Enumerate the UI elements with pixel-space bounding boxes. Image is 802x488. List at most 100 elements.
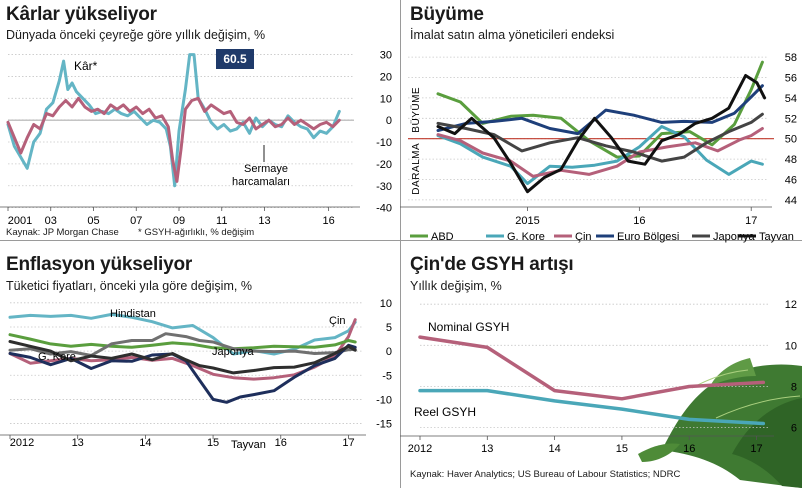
x-tick-label: 17 bbox=[745, 215, 757, 227]
panel1-subtitle: Dünyada önceki çeyreğe göre yıllık değiş… bbox=[6, 28, 266, 42]
y-tick-label: 52 bbox=[785, 113, 797, 125]
panel1-note: * GSYH-ağırlıklı, % değişim bbox=[138, 227, 255, 238]
x-tick-label: 16 bbox=[275, 437, 287, 449]
y-tick-label: -5 bbox=[382, 370, 392, 382]
pmi-series-2 bbox=[436, 127, 764, 178]
panel1-source: Kaynak: JP Morgan Chase bbox=[6, 227, 119, 238]
gdp-chart: 12 10 8 6 2012 13 14 15 16 17 Nominal GSYH Reel GSY… bbox=[400, 299, 797, 455]
buyume-side-label: BÜYÜME bbox=[410, 87, 422, 133]
y-tick-label: 20 bbox=[380, 71, 392, 83]
x-tick-label: 13 bbox=[72, 437, 84, 449]
pmi-chart: 58 56 54 52 50 48 46 44 2015 16 17 BÜYÜME DARALMA ABD… bbox=[400, 52, 797, 243]
y-tick-label: 48 bbox=[785, 154, 797, 166]
y-tick-label: -10 bbox=[376, 394, 392, 406]
y-tick-label: 10 bbox=[380, 93, 392, 105]
inflation-series-2 bbox=[8, 333, 357, 351]
legend-label-2: Çin bbox=[575, 231, 592, 243]
y-tick-label: -15 bbox=[376, 419, 392, 431]
y-tick-label: 50 bbox=[785, 134, 797, 146]
x-tick-label: 14 bbox=[548, 443, 560, 455]
inflation-chart: 10 5 0 -5 -10 -15 2012 13 14 15 16 17 Hindistan G. Ko… bbox=[0, 298, 392, 451]
y-tick-label: 10 bbox=[380, 298, 392, 310]
y-tick-label: 44 bbox=[785, 195, 797, 207]
reel-label: Reel GSYH bbox=[414, 405, 476, 419]
panel3-subtitle: Tüketici fiyatları, önceki yıla göre değ… bbox=[6, 279, 252, 293]
x-tick-label: 11 bbox=[216, 215, 227, 227]
callout-value: 60.5 bbox=[223, 52, 247, 66]
x-tick-label: 03 bbox=[45, 215, 57, 227]
y-tick-label: 0 bbox=[386, 115, 392, 127]
x-tick-label: 14 bbox=[139, 437, 151, 449]
panel4-source: Kaynak: Haver Analytics; US Bureau of La… bbox=[410, 469, 681, 480]
y-tick-label: 5 bbox=[386, 322, 392, 334]
legend-label-4: Japonya bbox=[713, 231, 755, 243]
x-tick-label: 17 bbox=[342, 437, 354, 449]
x-tick-label: 2012 bbox=[408, 443, 432, 455]
y-tick-label: 12 bbox=[785, 299, 797, 311]
legend-label-0: ABD bbox=[431, 231, 454, 243]
vertical-divider bbox=[400, 0, 401, 488]
legend-label-3: Euro Bölgesi bbox=[617, 231, 679, 243]
y-tick-label: 10 bbox=[785, 340, 797, 352]
cin-label: Çin bbox=[329, 315, 346, 327]
y-tick-label: 56 bbox=[785, 73, 797, 85]
profits-series-1 bbox=[6, 96, 341, 183]
y-tick-label: 30 bbox=[380, 50, 392, 62]
gdp-series-1 bbox=[418, 388, 766, 426]
x-tick-label: 13 bbox=[481, 443, 493, 455]
x-tick-label: 2015 bbox=[515, 215, 539, 227]
y-tick-label: -20 bbox=[376, 159, 392, 171]
legend-label-1: G. Kore bbox=[507, 231, 545, 243]
x-tick-label: 09 bbox=[173, 215, 185, 227]
sermaye-label-2: harcamaları bbox=[232, 176, 290, 188]
x-tick-label: 05 bbox=[87, 215, 99, 227]
leaf-illustration bbox=[638, 358, 802, 488]
y-tick-label: -30 bbox=[376, 181, 392, 193]
pmi-series-3 bbox=[436, 84, 764, 136]
gkore-label: G. Kore bbox=[38, 351, 76, 363]
panel4-title: Çin'de GSYH artışı bbox=[410, 254, 574, 275]
x-tick-label: 16 bbox=[683, 443, 695, 455]
x-tick-label: 16 bbox=[323, 215, 335, 227]
gdp-series-0 bbox=[418, 335, 766, 401]
panel2-subtitle: İmalat satın alma yöneticileri endeksi bbox=[410, 28, 615, 42]
x-tick-label: 2001 bbox=[8, 215, 32, 227]
tayvan-label: Tayvan bbox=[231, 439, 266, 451]
inflation-series-0 bbox=[8, 312, 357, 356]
y-tick-label: 58 bbox=[785, 52, 797, 64]
x-tick-label: 16 bbox=[633, 215, 645, 227]
x-tick-label: 07 bbox=[130, 215, 142, 227]
inflation-series-3 bbox=[8, 332, 357, 357]
y-tick-label: 6 bbox=[791, 423, 797, 435]
panel2-title: Büyüme bbox=[410, 4, 484, 25]
x-tick-label: 13 bbox=[258, 215, 270, 227]
y-tick-label: -40 bbox=[376, 203, 392, 215]
legend-label-5: Tayvan bbox=[759, 231, 794, 243]
panel1-title: Kârlar yükseliyor bbox=[6, 4, 157, 25]
y-tick-label: 0 bbox=[386, 346, 392, 358]
pmi-series-5 bbox=[436, 74, 767, 194]
inflation-series-1 bbox=[8, 318, 357, 381]
x-tick-label: 2012 bbox=[10, 437, 34, 449]
daralma-side-label: DARALMA bbox=[411, 143, 422, 195]
inflation-series-4 bbox=[8, 343, 357, 404]
x-tick-label: 15 bbox=[616, 443, 628, 455]
panel4-subtitle: Yıllık değişim, % bbox=[410, 279, 502, 293]
profits-chart: 30 20 10 0 -10 -20 -30 -40 2001 03 05 07 09 11 13 16 Kâr… bbox=[0, 49, 392, 227]
nominal-label: Nominal GSYH bbox=[428, 320, 509, 334]
kar-label: Kâr* bbox=[74, 59, 98, 73]
horizontal-divider bbox=[0, 240, 802, 241]
y-tick-label: 54 bbox=[785, 93, 797, 105]
pmi-series-1 bbox=[436, 125, 764, 186]
x-tick-label: 17 bbox=[750, 443, 762, 455]
inflation-series-5 bbox=[8, 340, 357, 375]
y-tick-label: 46 bbox=[785, 175, 797, 187]
x-tick-label: 15 bbox=[207, 437, 219, 449]
y-tick-label: -10 bbox=[376, 137, 392, 149]
japonya-label: Japonya bbox=[212, 346, 254, 358]
y-tick-label: 8 bbox=[791, 381, 797, 393]
callout-box bbox=[216, 49, 254, 69]
sermaye-label: Sermaye bbox=[244, 163, 288, 175]
hindistan-label: Hindistan bbox=[110, 308, 156, 320]
panel3-title: Enflasyon yükseliyor bbox=[6, 254, 193, 275]
